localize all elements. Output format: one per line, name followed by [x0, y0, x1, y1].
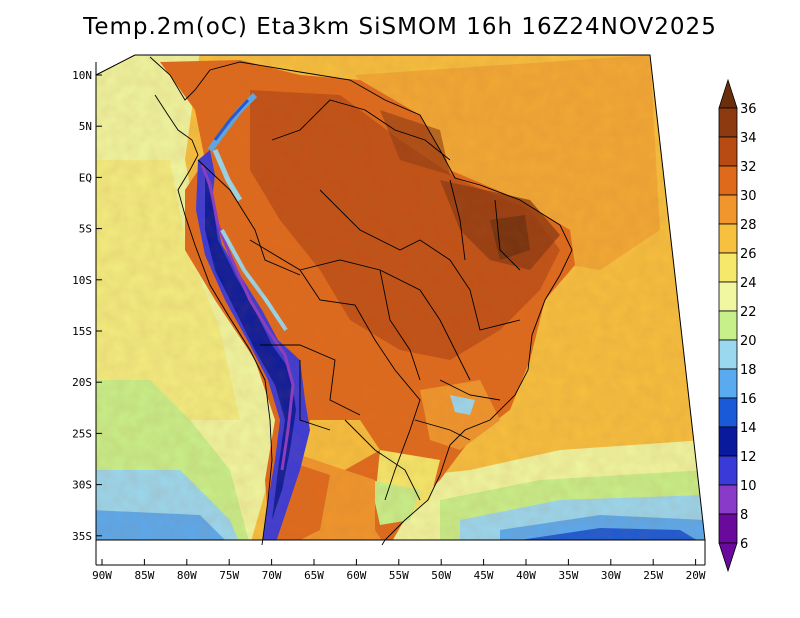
- lon-label: 80W: [177, 569, 197, 582]
- temperature-field: [96, 55, 705, 540]
- lon-label: 20W: [686, 569, 706, 582]
- state-borders: [299, 179, 521, 441]
- lon-label: 40W: [516, 569, 536, 582]
- lat-label: 10S: [72, 274, 92, 287]
- colorbar-swatch: [718, 252, 738, 283]
- colorbar-label: 36: [740, 102, 757, 117]
- lat-label: 25S: [72, 427, 92, 440]
- lon-label: 30W: [601, 569, 621, 582]
- colorbar-top-arrow: [718, 78, 738, 109]
- colorbar-bottom-arrow: [718, 542, 738, 573]
- lon-label: 90W: [92, 569, 112, 582]
- lat-label: 20S: [72, 376, 92, 389]
- latitude-axis: 10N 5N EQ 5S 10S 15S 20S 25S 30S 35S: [72, 69, 102, 543]
- colorbar-label: 10: [740, 479, 757, 494]
- colorbar-label: 18: [740, 363, 757, 378]
- colorbar-swatch: [718, 513, 738, 544]
- colorbar-swatch: [718, 194, 738, 225]
- colorbar-swatch: [718, 165, 738, 196]
- longitude-axis: 90W 85W 80W 75W 70W 65W 60W 55W 50W 45W 40W 35W 30W 2…: [92, 559, 706, 582]
- lat-label: 5S: [79, 223, 92, 236]
- lon-label: 55W: [389, 569, 409, 582]
- colorbar-swatch: [718, 368, 738, 399]
- map-title: Temp.2m(oC) Eta3km SiSMOM 16h 16Z24NOV20…: [83, 14, 717, 40]
- colorbar-label: 30: [740, 189, 757, 204]
- lon-label: 85W: [134, 569, 154, 582]
- lat-label: 35S: [72, 530, 92, 543]
- colorbar-swatch: [718, 107, 738, 138]
- lon-label: 70W: [262, 569, 282, 582]
- colorbar-swatch: [718, 484, 738, 515]
- colorbar-label: 26: [740, 247, 757, 262]
- colorbar-label: 6: [740, 537, 748, 552]
- colorbar-label: 24: [740, 276, 757, 291]
- lon-label: 65W: [304, 569, 324, 582]
- colorbar-label: 12: [740, 450, 757, 465]
- lon-label: 35W: [558, 569, 578, 582]
- lat-label: 30S: [72, 479, 92, 492]
- colorbar-swatch: [718, 455, 738, 486]
- lat-label: EQ: [79, 171, 92, 184]
- colorbar-label: 22: [740, 305, 757, 320]
- colorbar-label: 34: [740, 131, 757, 146]
- colorbar-swatch: [718, 339, 738, 370]
- colorbar-label: 14: [740, 421, 757, 436]
- colorbar-label: 32: [740, 160, 757, 175]
- boundaries: [149, 56, 573, 546]
- lon-label: 25W: [643, 569, 663, 582]
- lat-label: 15S: [72, 325, 92, 338]
- colorbar-swatch: [718, 397, 738, 428]
- lat-label: 5N: [79, 120, 92, 133]
- country-borders: [197, 159, 421, 501]
- colorbar-label: 28: [740, 218, 757, 233]
- coastline: [149, 56, 573, 546]
- colorbar: 36 34 32 30 28 26 24 22 20 18 16 14 12 10 8 6: [718, 78, 757, 573]
- lon-label: 50W: [431, 569, 451, 582]
- colorbar-label: 16: [740, 392, 757, 407]
- lat-label: 10N: [72, 69, 92, 82]
- colorbar-swatch: [718, 310, 738, 341]
- colorbar-swatch: [718, 281, 738, 312]
- colorbar-swatch: [718, 136, 738, 167]
- colorbar-label: 20: [740, 334, 757, 349]
- lon-label: 60W: [346, 569, 366, 582]
- colorbar-swatch: [718, 223, 738, 254]
- lon-label: 75W: [219, 569, 239, 582]
- colorbar-swatch: [718, 426, 738, 457]
- lon-label: 45W: [474, 569, 494, 582]
- brazil-border: [249, 99, 451, 501]
- colorbar-label: 8: [740, 508, 748, 523]
